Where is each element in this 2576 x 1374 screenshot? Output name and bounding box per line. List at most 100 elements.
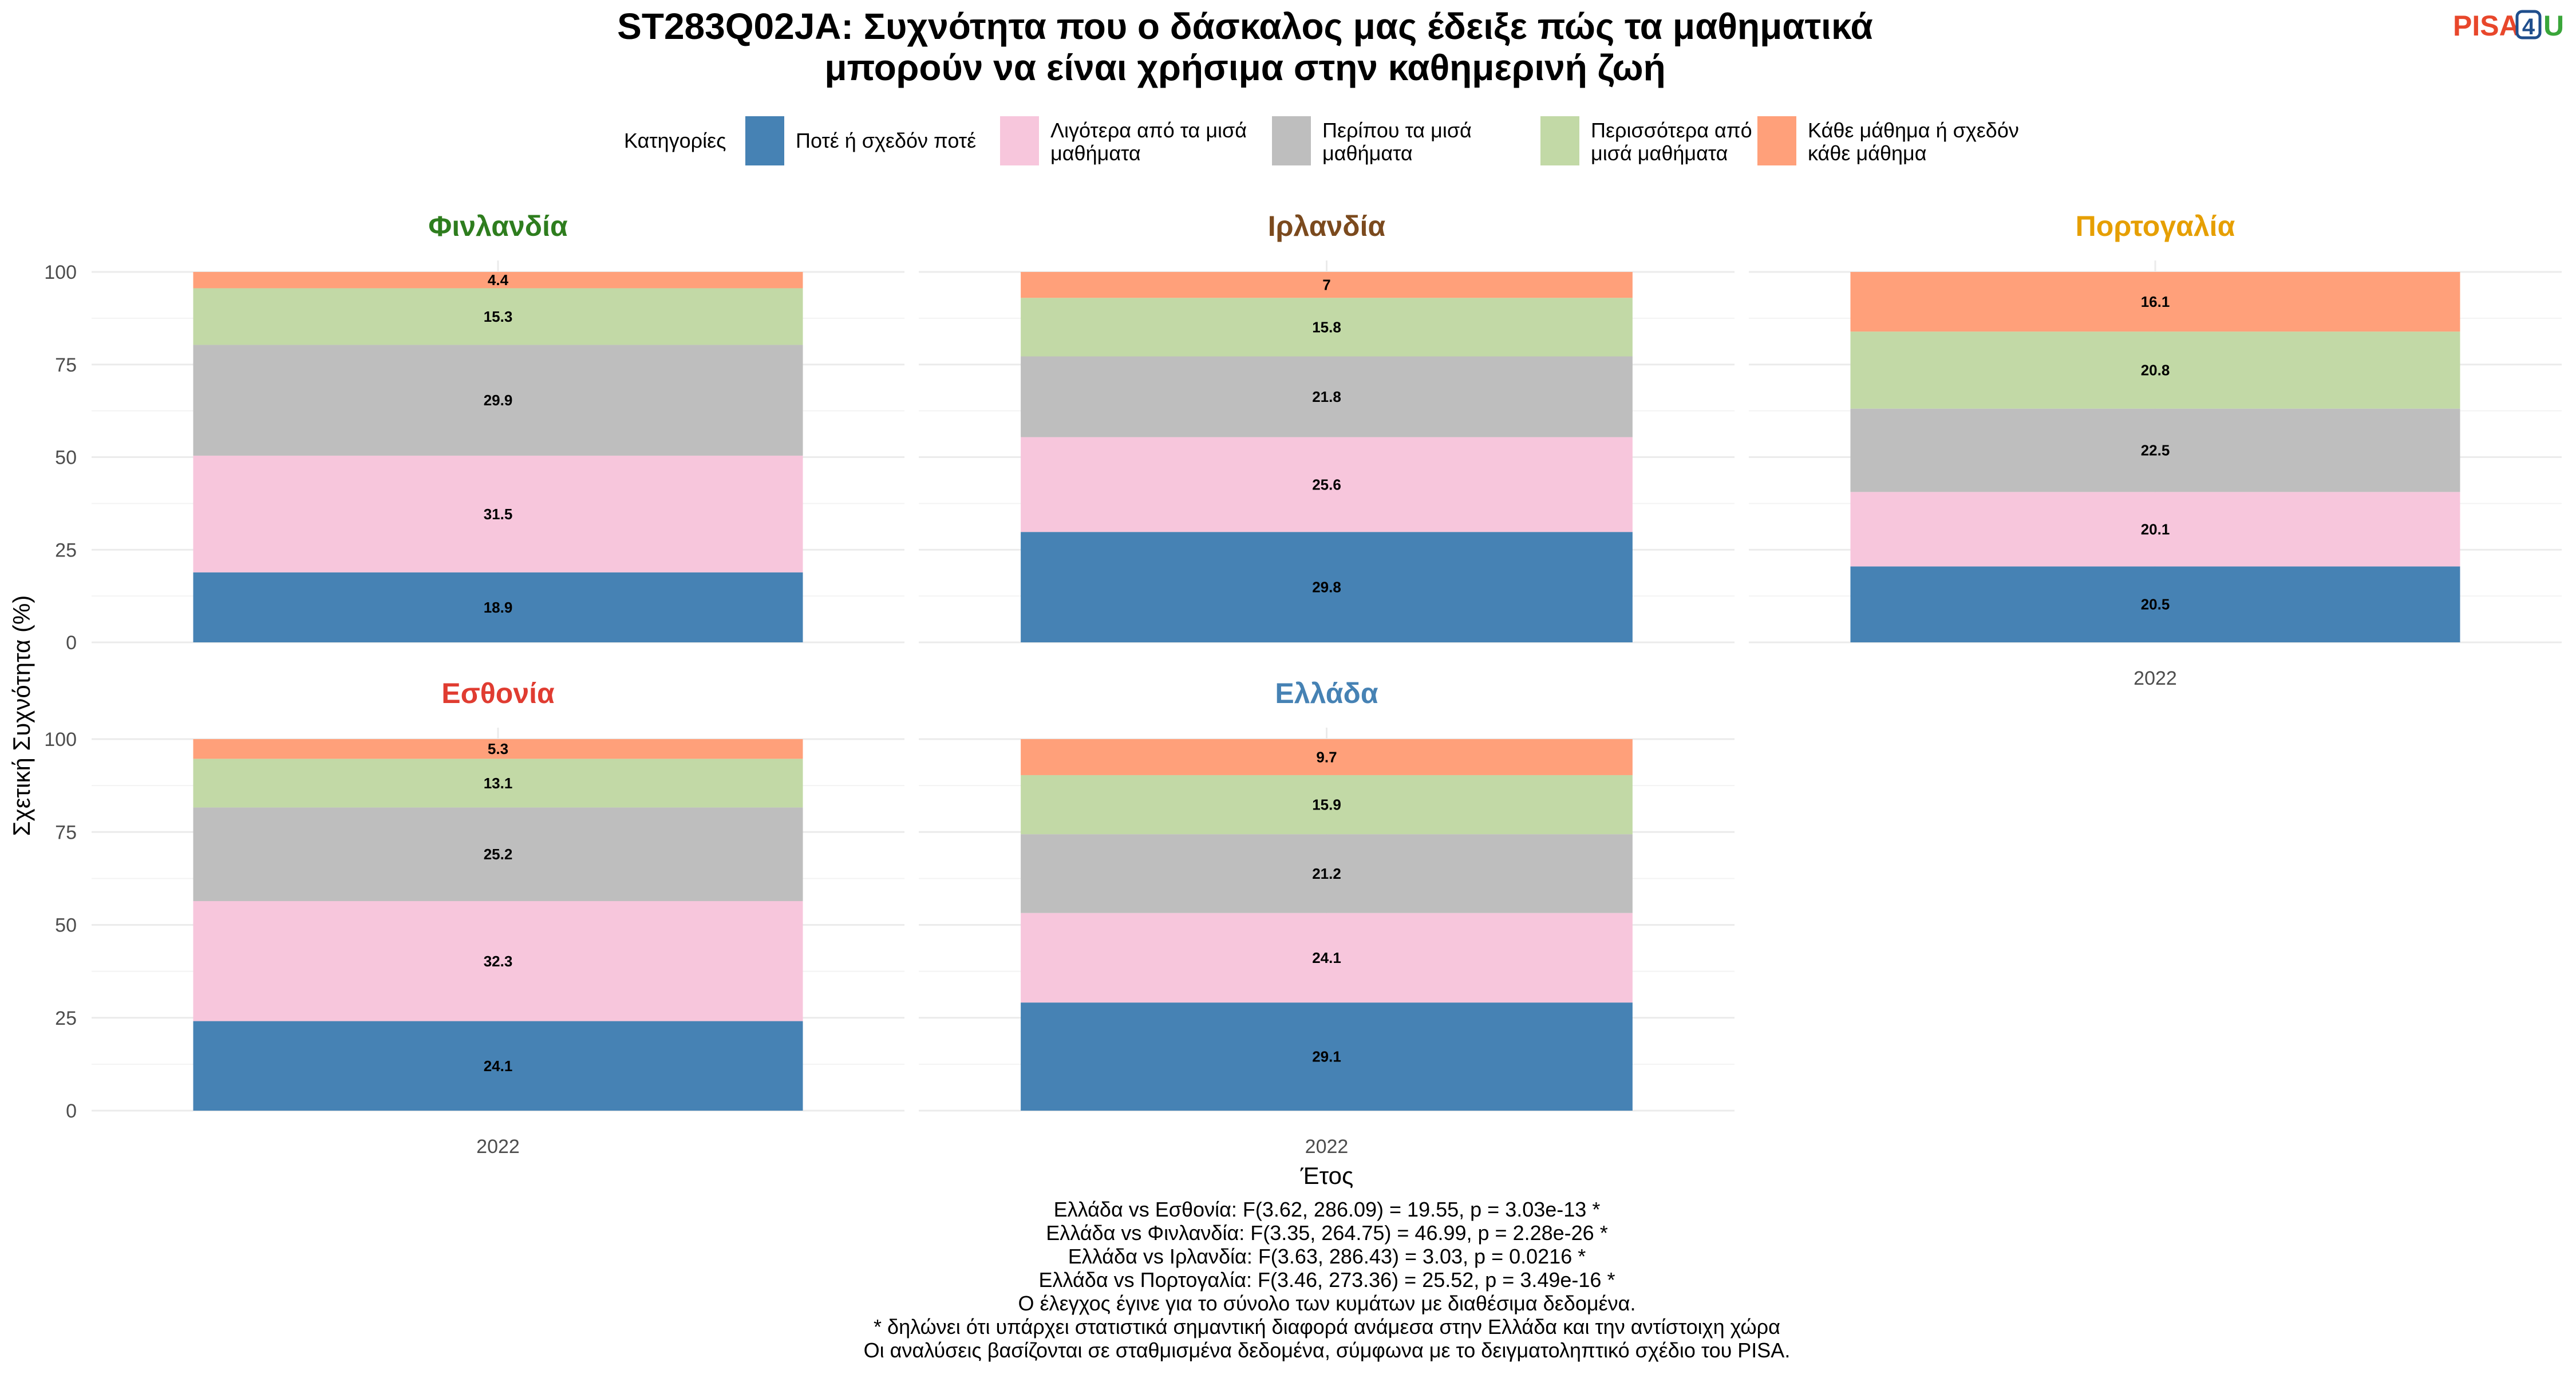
bar-segment — [193, 759, 803, 808]
bar-segment — [1850, 566, 2460, 642]
legend-label: μαθήματα — [1322, 141, 1413, 165]
legend-label: Ποτέ ή σχεδόν ποτέ — [796, 129, 976, 152]
legend-label: κάθε μάθημα — [1808, 141, 1927, 165]
logo-text-u: U — [2543, 10, 2564, 42]
bar-segment — [1021, 834, 1633, 913]
legend-title: Κατηγορίες — [624, 129, 726, 152]
y-axis-label: Σχετική Συχνότητα (%) — [8, 595, 35, 836]
bar-value-label: 32.3 — [484, 953, 513, 970]
bar-segment — [1021, 356, 1633, 437]
bar-value-label: 18.9 — [484, 599, 513, 616]
legend-item: Ποτέ ή σχεδόν ποτέ — [745, 116, 976, 165]
chart-title-line-1: ST283Q02JA: Συχνότητα που ο δάσκαλος μας… — [617, 6, 1873, 47]
legend: Κατηγορίες Ποτέ ή σχεδόν ποτέ Λιγότερα απ… — [624, 116, 2019, 165]
caption-line-2: Ελλάδα vs Φινλανδία: F(3.35, 264.75) = 4… — [1046, 1221, 1607, 1245]
y-tick-label: 25 — [55, 539, 77, 561]
bar-value-label: 5.3 — [488, 740, 508, 757]
legend-label: μισά μαθήματα — [1591, 141, 1728, 165]
y-tick-label: 25 — [55, 1008, 77, 1029]
bar-segment — [193, 272, 803, 289]
bar-segment — [1021, 272, 1633, 298]
caption-line-3: Ελλάδα vs Ιρλανδία: F(3.63, 286.43) = 3.… — [1068, 1245, 1586, 1268]
legend-swatch — [1540, 116, 1579, 165]
chart-title-line-2: μπορούν να είναι χρήσιμα στην καθημερινή… — [824, 47, 1665, 88]
bar-segment — [193, 901, 803, 1021]
bar-segment — [1021, 913, 1633, 1003]
bar-value-label: 20.8 — [2141, 361, 2170, 378]
facet-panel: Ιρλανδία 29.8 25.6 21.8 15.8 7 — [919, 210, 1735, 643]
x-tick-label: 2022 — [476, 1136, 520, 1158]
bar-value-label: 15.8 — [1312, 318, 1341, 335]
bar-value-label: 21.2 — [1312, 865, 1341, 882]
bar-value-label: 9.7 — [1316, 748, 1337, 765]
bar-segment — [1021, 1002, 1633, 1111]
y-tick-label: 50 — [55, 915, 77, 937]
bar-value-label: 13.1 — [484, 775, 513, 792]
bar-value-label: 29.9 — [484, 392, 513, 409]
bar-segment — [193, 288, 803, 345]
caption-line-7: Οι αναλύσεις βασίζονται σε σταθμισμένα δ… — [864, 1339, 1791, 1362]
facet-title: Ελλάδα — [1275, 677, 1378, 709]
bar-segment — [1850, 492, 2460, 567]
bar-value-label: 20.1 — [2141, 520, 2170, 538]
caption-line-1: Ελλάδα vs Εσθονία: F(3.62, 286.09) = 19.… — [1054, 1198, 1601, 1221]
logo-text-digit: 4 — [2522, 14, 2535, 40]
x-tick-label: 2022 — [1305, 1136, 1349, 1158]
y-tick-label: 0 — [66, 632, 77, 654]
bar-segment — [193, 345, 803, 456]
legend-label: μαθήματα — [1050, 141, 1141, 165]
facet-title: Πορτογαλία — [2076, 210, 2235, 242]
caption-line-4: Ελλάδα vs Πορτογαλία: F(3.46, 273.36) = … — [1039, 1268, 1615, 1292]
legend-swatch — [1272, 116, 1311, 165]
bar-value-label: 16.1 — [2141, 293, 2170, 310]
bar-value-label: 29.1 — [1312, 1048, 1341, 1065]
facet-panels: 0 25 50 75 100 Φινλανδία 18.9 31.5 29.9 15.3 4.4 Ιρ… — [44, 210, 2562, 1158]
bar-segment — [193, 739, 803, 759]
bar-segment — [1021, 739, 1633, 775]
y-tick-label: 75 — [55, 354, 77, 376]
y-tick-label: 100 — [44, 262, 77, 283]
bar-segment — [1021, 298, 1633, 357]
bar-value-label: 24.1 — [1312, 949, 1341, 966]
legend-label: Λιγότερα από τα μισά — [1050, 119, 1247, 142]
y-tick-label: 75 — [55, 822, 77, 843]
bar-segment — [193, 572, 803, 642]
x-axis-label: Έτος — [1300, 1162, 1354, 1189]
bar-segment — [1021, 532, 1633, 642]
x-tick-label: 2022 — [2134, 668, 2177, 689]
bar-value-label: 24.1 — [484, 1057, 513, 1075]
bar-value-label: 7 — [1322, 277, 1330, 294]
bar-value-label: 25.2 — [484, 846, 513, 863]
legend-swatch — [1757, 116, 1796, 165]
bar-segment — [1021, 775, 1633, 835]
bar-value-label: 22.5 — [2141, 442, 2170, 459]
y-tick-label: 50 — [55, 447, 77, 469]
bar-segment — [1021, 437, 1633, 532]
facet-title: Φινλανδία — [428, 210, 568, 242]
bar-value-label: 21.8 — [1312, 388, 1341, 405]
facet-panel: 0 25 50 75 100 Εσθονία 24.1 32.3 25.2 13.1 5.3 2022 — [44, 677, 904, 1158]
facet-panel: 0 25 50 75 100 Φινλανδία 18.9 31.5 29.9 15.3 4.4 — [44, 210, 904, 654]
bar-value-label: 15.9 — [1312, 796, 1341, 814]
y-tick-label: 0 — [66, 1100, 77, 1122]
facet-panel: Πορτογαλία 20.5 20.1 22.5 20.8 16.1 2022 — [1749, 210, 2562, 689]
bar-segment — [1850, 331, 2460, 409]
bar-segment — [1850, 408, 2460, 492]
pisa4u-logo: PISA 4 U — [2453, 10, 2564, 42]
legend-label: Κάθε μάθημα ή σχεδόν — [1808, 119, 2019, 142]
legend-swatch — [1000, 116, 1039, 165]
bar-value-label: 20.5 — [2141, 596, 2170, 613]
bar-value-label: 29.8 — [1312, 579, 1341, 596]
bar-segment — [193, 807, 803, 901]
bar-value-label: 25.6 — [1312, 476, 1341, 493]
facet-title: Εσθονία — [441, 677, 555, 709]
logo-digit-box — [2515, 10, 2542, 40]
caption: Ελλάδα vs Εσθονία: F(3.62, 286.09) = 19.… — [864, 1198, 1791, 1362]
logo-text-pisa: PISA — [2453, 10, 2520, 42]
legend-label: Περίπου τα μισά — [1322, 119, 1472, 142]
